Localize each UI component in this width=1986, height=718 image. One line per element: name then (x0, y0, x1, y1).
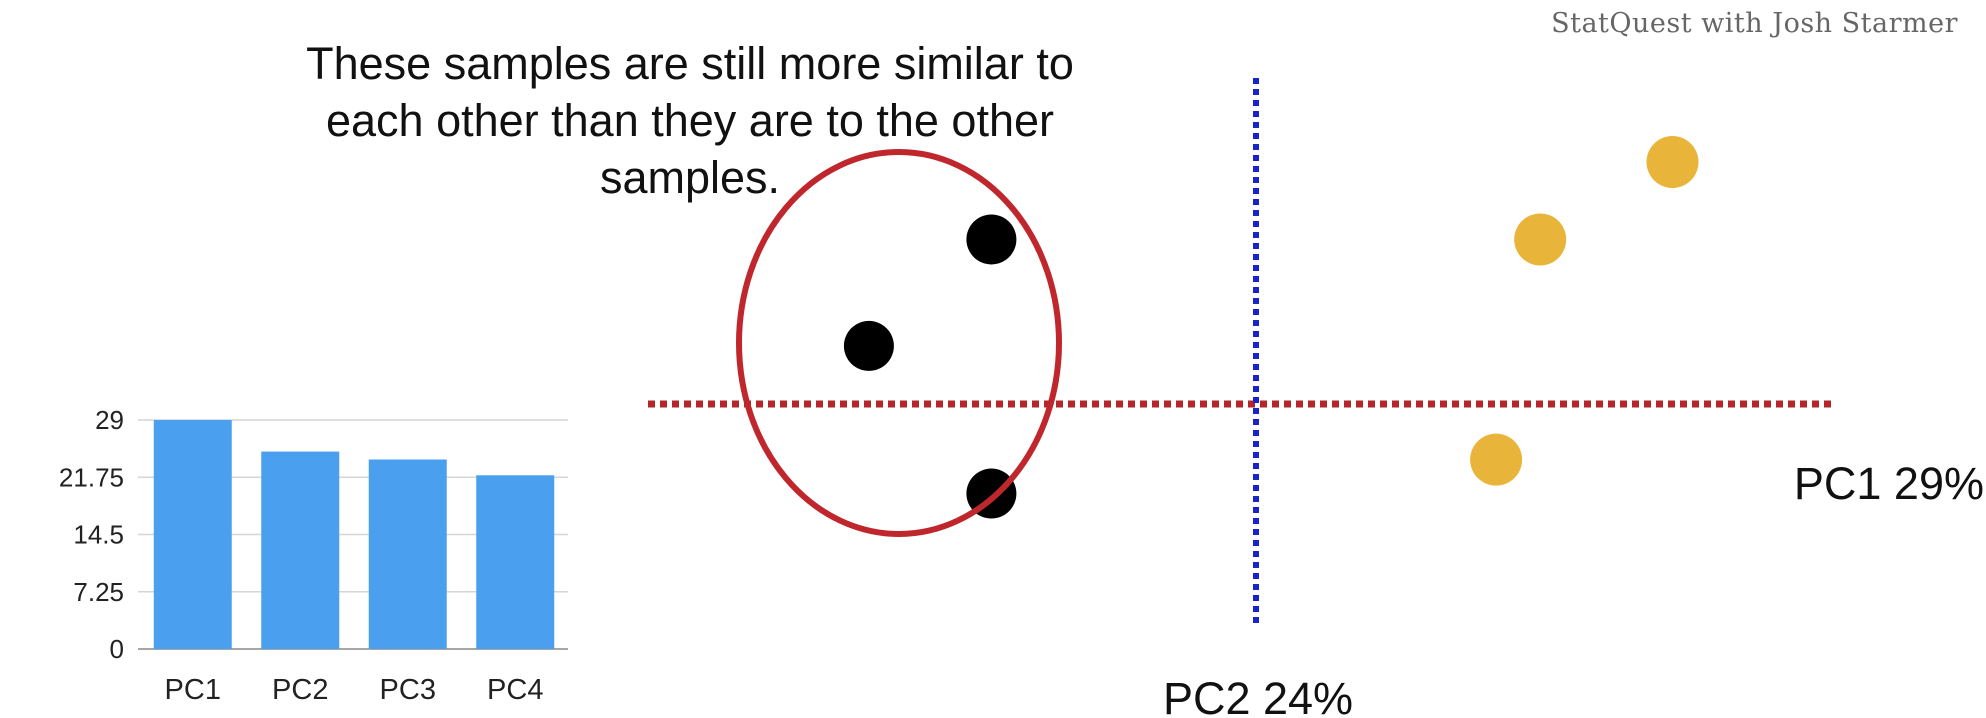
bar-pc4 (476, 475, 555, 649)
cluster-sample-point (843, 320, 894, 371)
bar-marks (153, 420, 555, 649)
pc1-axis-label: PC1 29% (1794, 458, 1984, 509)
pca-scatter-plot: PC1 29% PC2 24% (648, 78, 1984, 718)
scatter-points (843, 136, 1699, 519)
bar-y-tick-label: 21.75 (59, 462, 124, 492)
cluster-sample-point (966, 214, 1017, 265)
bar-y-tick-label: 0 (110, 634, 124, 664)
other-sample-point (1514, 213, 1567, 266)
bar-x-ticks: PC1 PC2 PC3 PC4 (165, 674, 544, 706)
bar-pc1 (153, 420, 232, 649)
watermark: StatQuest with Josh Starmer (1551, 8, 1958, 39)
bar-chart: 0 7.25 14.5 21.75 29 PC1 PC2 PC3 PC4 (59, 405, 568, 706)
pc2-axis-label: PC2 24% (1163, 673, 1353, 718)
other-sample-point (1470, 433, 1523, 486)
bar-x-tick-label: PC3 (380, 674, 436, 706)
other-sample-point (1646, 136, 1699, 188)
caption-line: These samples are still more similar to (306, 38, 1074, 89)
bar-x-tick-label: PC2 (272, 674, 328, 706)
bar-y-tick-label: 7.25 (73, 577, 124, 607)
caption-line: samples. (600, 152, 780, 203)
bar-pc3 (368, 459, 447, 649)
caption-line: each other than they are to the other (326, 95, 1054, 146)
bar-pc2 (261, 451, 340, 649)
bar-y-ticks: 0 7.25 14.5 21.75 29 (59, 405, 124, 664)
caption: These samples are still more similar to e… (306, 38, 1074, 203)
bar-x-tick-label: PC1 (165, 674, 221, 706)
bar-y-tick-label: 29 (95, 405, 124, 435)
bar-y-tick-label: 14.5 (73, 520, 124, 550)
cluster-highlight-circle (736, 149, 1062, 537)
bar-x-tick-label: PC4 (487, 674, 543, 706)
